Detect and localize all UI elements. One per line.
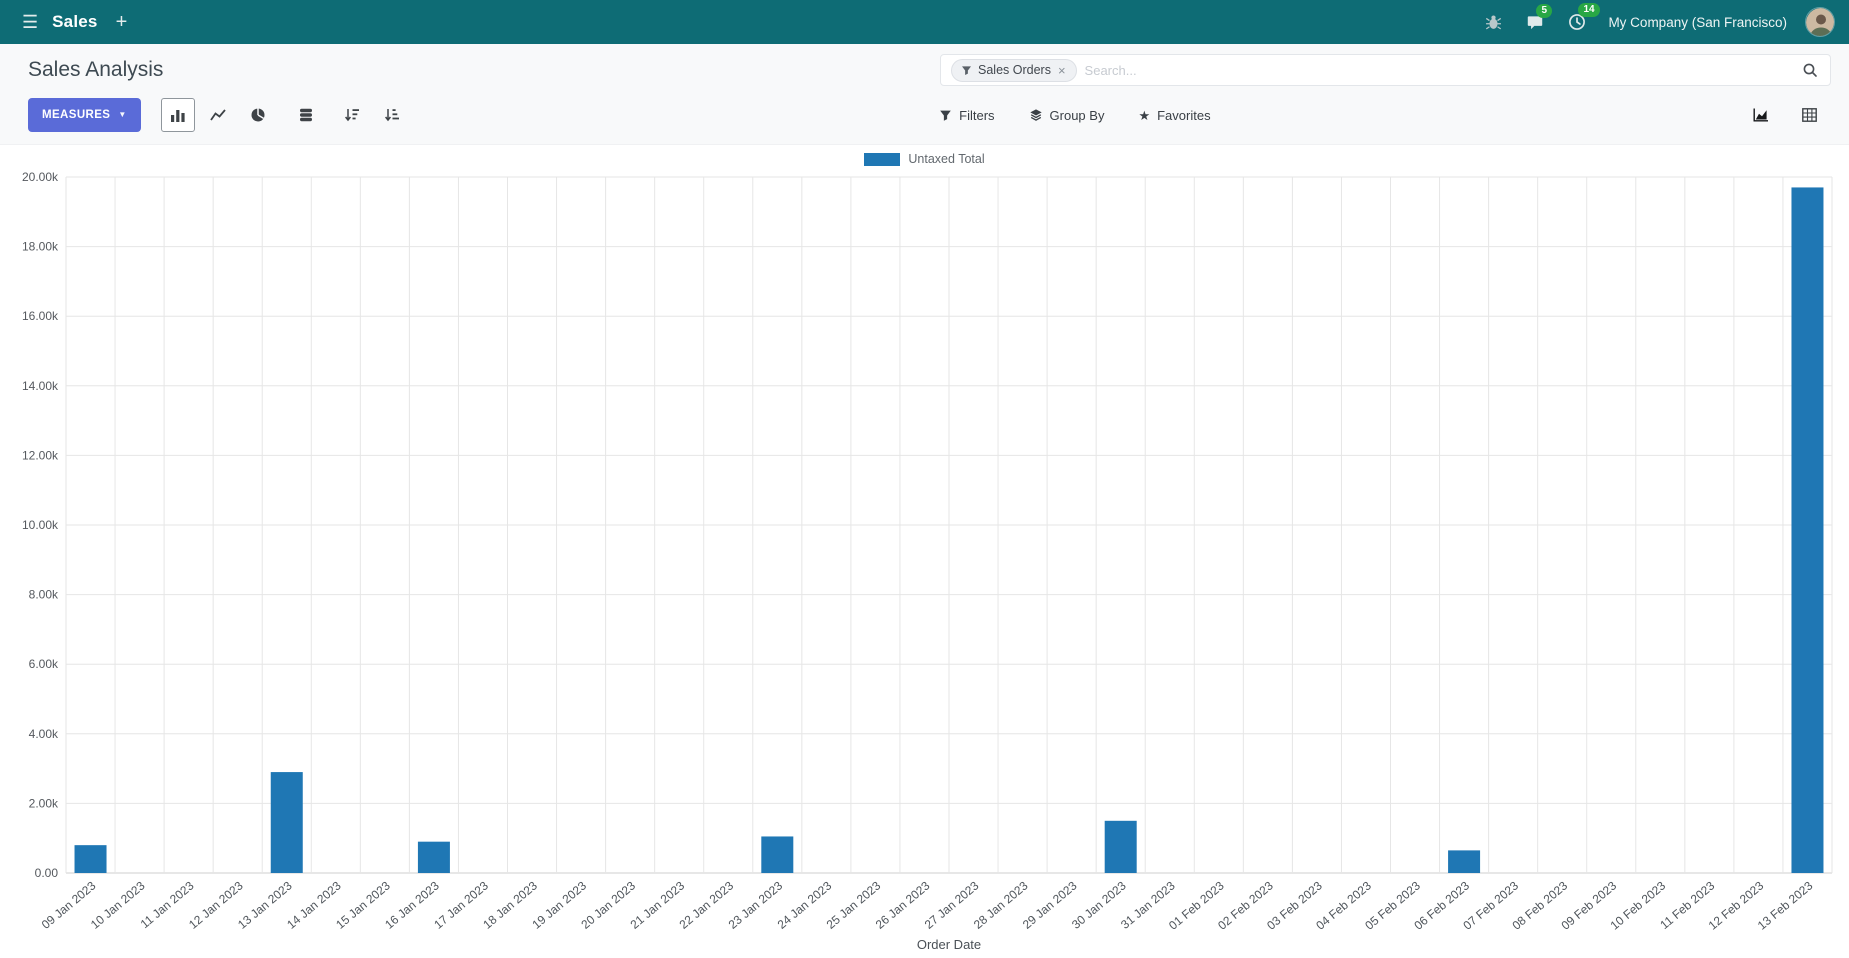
sort-descending-icon [344,109,359,122]
svg-text:10 Jan 2023: 10 Jan 2023 [88,878,148,931]
svg-text:20.00k: 20.00k [22,170,59,184]
pie-chart-icon [251,108,265,122]
legend-swatch [864,152,901,166]
group-by-label: Group By [1049,107,1105,123]
bar-chart-icon [170,110,185,122]
bar-chart-button[interactable] [160,98,195,132]
messages-badge: 5 [1536,3,1552,18]
chart-section: Untaxed Total 0.00 2.00k 4.00k 6.00k 8.00k 10… [0,145,1849,958]
chart-gridlines [65,176,1833,874]
bug-icon [1486,14,1502,29]
facet-remove-icon[interactable]: × [1057,62,1066,78]
activities-button[interactable]: 14 [1564,3,1600,35]
sort-ascending-button[interactable] [375,98,409,132]
graph-view-button[interactable] [1741,100,1781,130]
menu-icon[interactable]: ☰ [14,9,46,35]
control-panel: Sales Analysis Sales Orders × MEASURES ▼ [0,44,1849,145]
chart-bar[interactable] [270,772,303,873]
pivot-view-button[interactable] [1789,100,1829,130]
sort-descending-button[interactable] [335,98,369,132]
line-chart-button[interactable] [201,98,235,132]
legend-label: Untaxed Total [908,152,985,166]
plus-icon[interactable]: + [108,8,136,36]
chart-bar[interactable] [74,845,107,873]
avatar-image [1806,8,1834,36]
layers-icon [1029,109,1042,121]
svg-text:6.00k: 6.00k [29,657,59,671]
app-title[interactable]: Sales [52,12,98,31]
svg-text:0.00: 0.00 [35,866,59,880]
filter-icon [962,65,971,75]
chat-bubble-icon [1528,15,1543,29]
stack-toggle-group [289,98,323,132]
group-by-button[interactable]: Group By [1027,104,1107,127]
pie-chart-button[interactable] [241,98,275,132]
stack-icon [299,108,312,122]
page-title: Sales Analysis [28,58,164,81]
search-options: Filters Group By ★ Favorites [937,104,1212,127]
chart-bars [74,187,1824,873]
svg-text:10.00k: 10.00k [22,518,59,532]
view-switcher [1741,100,1829,130]
svg-text:16.00k: 16.00k [22,309,59,323]
svg-text:18.00k: 18.00k [22,240,59,254]
svg-text:12.00k: 12.00k [22,448,59,462]
facet-label: Sales Orders [978,63,1051,77]
filters-label: Filters [959,107,995,123]
chart-bar[interactable] [1448,850,1481,873]
stacked-toggle-button[interactable] [289,98,323,132]
search-icon[interactable] [1800,60,1820,80]
activities-badge: 14 [1578,3,1600,17]
area-chart-icon [1753,108,1768,122]
line-chart-icon [209,109,226,121]
star-icon: ★ [1138,107,1151,123]
top-navbar: ☰ Sales + 5 14 My Company (San Francisco… [0,0,1849,44]
search-facet-sales-orders[interactable]: Sales Orders × [951,58,1077,82]
filters-button[interactable]: Filters [937,104,996,127]
svg-text:4.00k: 4.00k [29,727,59,741]
chart-legend[interactable]: Untaxed Total [0,149,1849,169]
filter-icon [940,110,951,121]
svg-text:14.00k: 14.00k [22,379,59,393]
sales-analysis-chart[interactable]: 0.00 2.00k 4.00k 6.00k 8.00k 10.00k 12.00k 14.0… [0,169,1849,958]
chart-bar[interactable] [1791,187,1824,873]
measures-button[interactable]: MEASURES ▼ [28,98,141,132]
favorites-button[interactable]: ★ Favorites [1136,104,1212,127]
sort-ascending-icon [384,109,399,122]
svg-text:2.00k: 2.00k [29,796,59,810]
chart-bar[interactable] [1104,820,1137,873]
search-input[interactable] [1084,62,1792,78]
pivot-table-icon [1801,108,1817,122]
favorites-label: Favorites [1157,107,1211,123]
y-axis-labels: 0.00 2.00k 4.00k 6.00k 8.00k 10.00k 12.00k 14.0… [22,170,59,880]
user-avatar[interactable] [1805,7,1835,37]
chart-type-switcher [160,98,275,132]
measures-label: MEASURES [42,109,111,121]
chart-bar[interactable] [417,841,450,873]
bug-button[interactable] [1481,10,1506,35]
svg-text:8.00k: 8.00k [29,588,59,602]
chart-bar[interactable] [761,836,794,873]
x-axis-title: Order Date [917,937,981,952]
sort-buttons [335,98,409,132]
navbar-right: 5 14 My Company (San Francisco) [1481,3,1835,37]
chevron-down-icon: ▼ [118,110,127,119]
clock-icon [1569,14,1586,30]
company-switcher[interactable]: My Company (San Francisco) [1606,11,1789,34]
messages-button[interactable]: 5 [1522,3,1552,35]
search-bar[interactable]: Sales Orders × [940,54,1831,86]
